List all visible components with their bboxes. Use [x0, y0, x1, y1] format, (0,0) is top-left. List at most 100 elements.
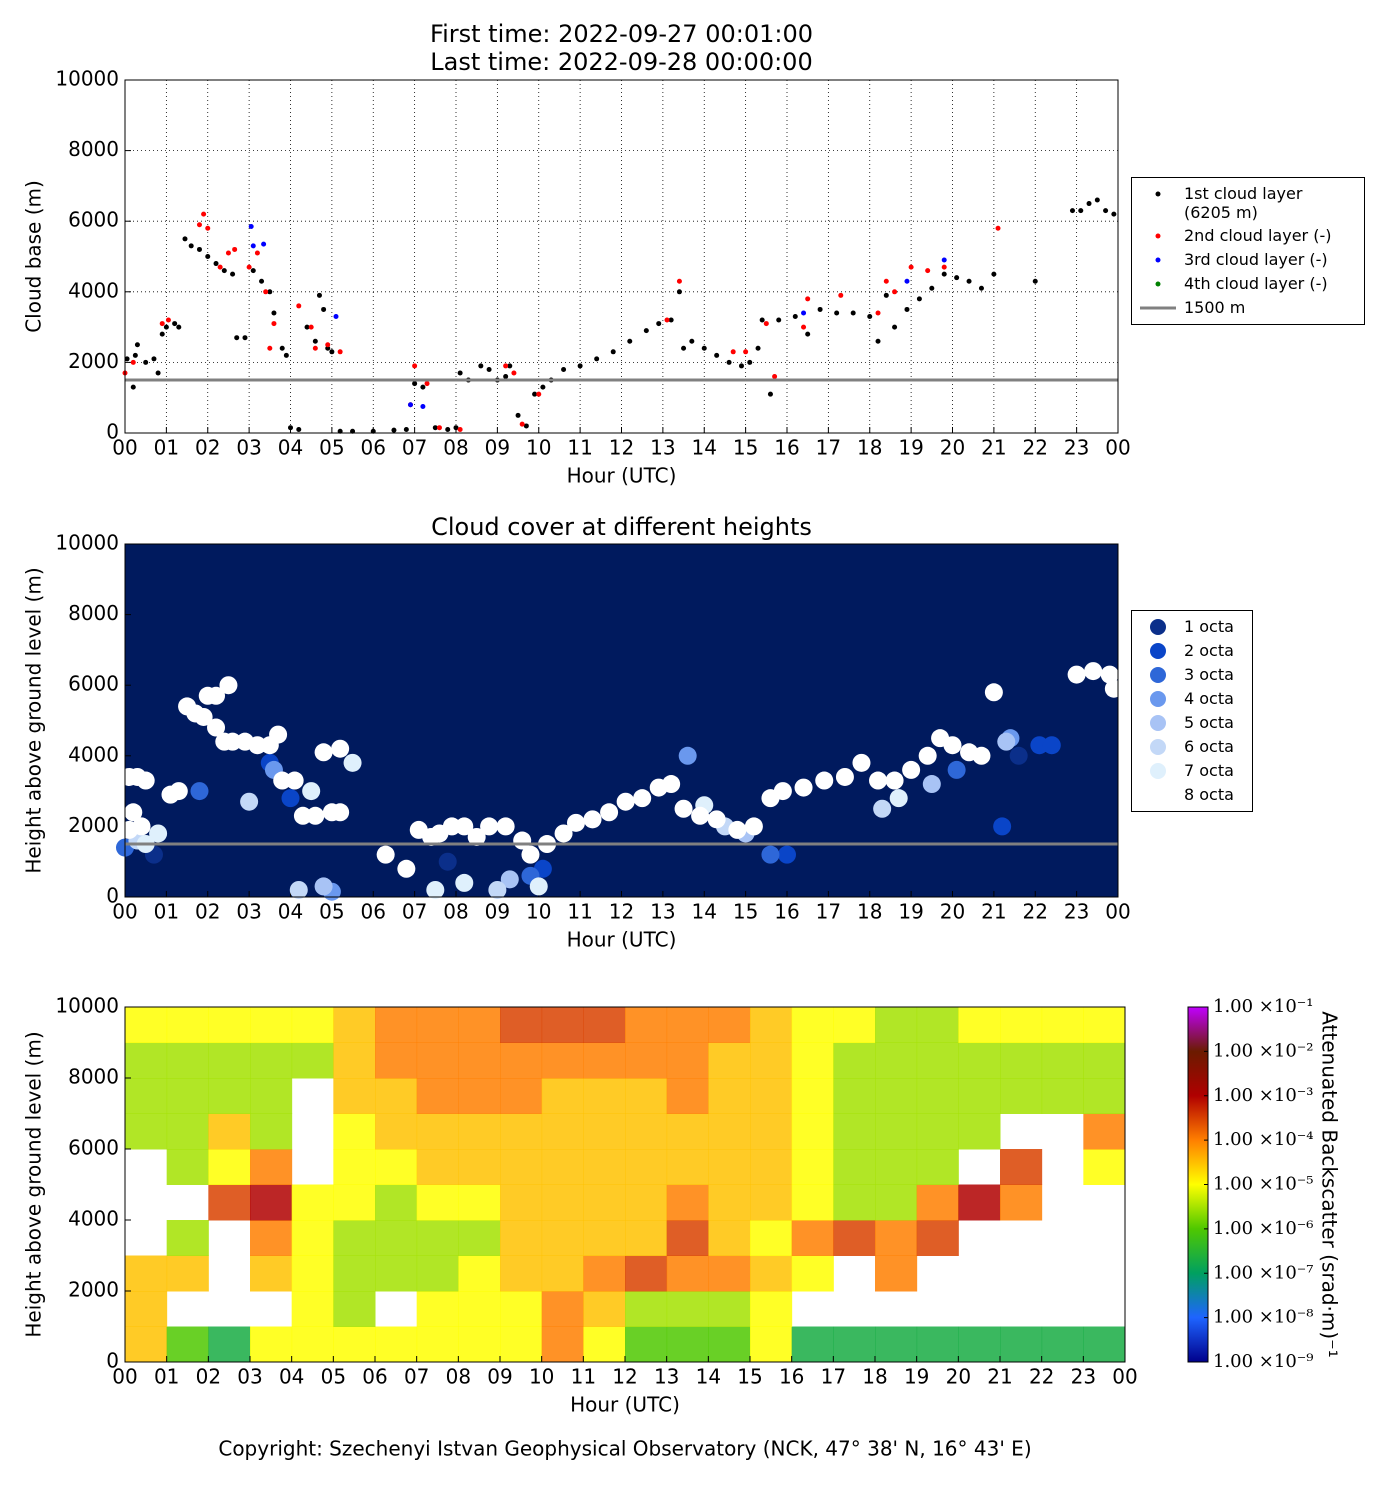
x-tick-label: 15 — [737, 1365, 762, 1389]
data-point — [232, 246, 238, 252]
legend-swatch — [1155, 191, 1161, 197]
heat-cell — [375, 1220, 418, 1256]
heat-cell — [708, 1078, 751, 1114]
data-point — [455, 817, 474, 836]
data-point — [182, 236, 188, 242]
heat-cell — [708, 1042, 751, 1079]
heat-cell — [458, 1149, 501, 1185]
x-tick-label: 08 — [446, 1365, 471, 1389]
y-tick-label: 10000 — [55, 67, 119, 91]
data-point — [507, 363, 513, 369]
x-tick-label: 11 — [567, 436, 592, 460]
heat-cell — [875, 1220, 918, 1256]
legend-label: 2 octa — [1184, 641, 1234, 660]
data-point — [515, 412, 521, 418]
heat-cell — [958, 1184, 1001, 1221]
legend: 1 octa 2 octa 3 octa 4 octa 5 octa 6 octa 7 oc… — [1131, 610, 1253, 812]
data-point — [674, 799, 693, 818]
data-point — [616, 792, 635, 811]
data-point — [778, 845, 796, 864]
data-point — [219, 676, 238, 695]
data-point — [169, 782, 188, 801]
data-point — [190, 782, 209, 801]
y-axis-label: Cloud base (m) — [22, 180, 46, 333]
heat-cell — [875, 1113, 918, 1150]
heat-cell — [708, 1291, 751, 1327]
heat-cell — [625, 1042, 668, 1079]
y-tick-label: 8000 — [68, 601, 119, 625]
data-point — [304, 324, 310, 330]
x-tick-label: 17 — [816, 436, 841, 460]
data-point — [954, 275, 960, 281]
heat-cell — [333, 1078, 376, 1114]
data-point — [743, 349, 749, 355]
data-point — [600, 803, 619, 822]
x-tick-label: 11 — [567, 900, 592, 924]
heat-cell — [166, 1255, 209, 1292]
heat-cell — [708, 1149, 751, 1185]
y-axis-label: Height above ground level (m) — [22, 1031, 46, 1337]
legend-entry: 3rd cloud layer (-) — [1132, 248, 1364, 272]
heat-cell — [208, 1149, 251, 1185]
x-tick-label: 03 — [237, 1365, 262, 1389]
legend-marker — [1150, 787, 1166, 803]
x-tick-label: 17 — [816, 900, 841, 924]
heat-cell — [500, 1007, 543, 1043]
data-point — [1086, 201, 1092, 207]
x-tick-label: 07 — [402, 436, 427, 460]
data-point — [943, 736, 962, 755]
y-tick-label: 0 — [106, 884, 119, 908]
data-point — [269, 725, 288, 744]
heat-cell — [500, 1078, 543, 1114]
data-point — [259, 278, 265, 284]
x-tick-label: 05 — [319, 436, 344, 460]
data-point — [250, 268, 256, 274]
data-point — [941, 257, 947, 263]
heat-cell — [1083, 1326, 1126, 1363]
data-point — [176, 324, 182, 330]
y-tick-label: 10000 — [55, 994, 119, 1018]
x-tick-label: 20 — [940, 900, 965, 924]
x-tick-label: 09 — [485, 900, 510, 924]
heat-cell — [458, 1291, 501, 1327]
heat-cell — [250, 1078, 293, 1114]
data-point — [159, 321, 165, 327]
x-tick-label: 09 — [485, 436, 510, 460]
data-point — [172, 321, 178, 327]
heat-cell — [625, 1326, 668, 1363]
heat-cell — [833, 1007, 876, 1043]
copyright: Copyright: Szechenyi Istvan Geophysical … — [218, 1437, 1031, 1461]
data-point — [523, 423, 529, 429]
legend-swatch — [1150, 763, 1166, 779]
heat-cell — [125, 1113, 168, 1150]
heat-cell — [333, 1113, 376, 1150]
y-tick-label: 8000 — [68, 1065, 119, 1089]
heat-cell — [541, 1184, 584, 1221]
data-point — [691, 806, 710, 825]
heat-cell — [875, 1149, 918, 1185]
heat-cell — [666, 1113, 709, 1150]
x-tick-label: 21 — [981, 436, 1006, 460]
heat-cell — [833, 1184, 876, 1221]
heat-cell — [1000, 1149, 1043, 1185]
legend-entry: 1500 m — [1132, 296, 1364, 320]
heat-cell — [500, 1291, 543, 1327]
heat-cell — [208, 1326, 251, 1363]
x-tick-label: 04 — [278, 436, 303, 460]
data-point — [248, 736, 267, 755]
data-point — [947, 760, 966, 779]
data-point — [333, 314, 339, 320]
legend-label: 3 octa — [1184, 665, 1234, 684]
heat-cell — [166, 1113, 209, 1150]
heat-cell — [791, 1007, 834, 1043]
x-tick-label: 02 — [195, 900, 220, 924]
heat-cell — [541, 1291, 584, 1327]
legend-swatch — [1155, 257, 1161, 263]
x-tick-label: 22 — [1023, 436, 1048, 460]
data-point — [337, 428, 343, 434]
y-tick-label: 4000 — [68, 278, 119, 302]
legend-marker — [1150, 643, 1166, 659]
legend-swatch — [1150, 739, 1166, 755]
y-tick-label: 4000 — [68, 1207, 119, 1231]
heat-cell — [458, 1007, 501, 1043]
